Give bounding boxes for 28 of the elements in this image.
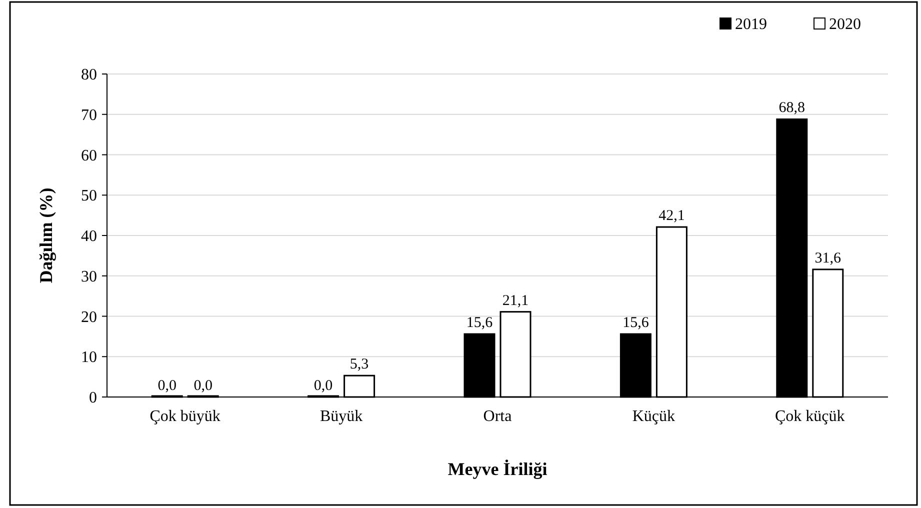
x-tick-label: Büyük [320, 408, 363, 425]
y-tick-label: 60 [81, 147, 97, 164]
y-tick-label: 30 [81, 268, 97, 286]
y-axis-title: Dağılım (%) [36, 188, 56, 284]
x-tick-label: Çok büyük [150, 408, 220, 425]
data-label: 31,6 [814, 250, 842, 266]
data-label: 42,1 [658, 208, 685, 224]
y-tick-label: 10 [81, 349, 97, 366]
x-tick-label: Orta [483, 408, 512, 425]
data-label: 21,1 [502, 292, 529, 309]
legend-label: 2020 [829, 16, 861, 33]
y-tick-label: 20 [81, 308, 97, 326]
data-label: 5,3 [350, 356, 369, 373]
data-label: 15,6 [466, 315, 494, 332]
legend-label: 2019 [735, 16, 767, 33]
x-axis-title: Meyve İriliği [448, 459, 548, 479]
y-tick-label: 0 [89, 390, 97, 407]
x-tick-label: Çok küçük [775, 408, 845, 425]
data-label: 0,0 [314, 378, 333, 394]
y-tick-label: 80 [81, 66, 97, 84]
y-tick-label: 70 [81, 106, 97, 124]
data-label: 0,0 [194, 378, 212, 394]
data-label: 15,6 [622, 315, 650, 332]
y-tick-label: 50 [81, 188, 97, 205]
data-label: 0,0 [158, 378, 176, 394]
data-label: 68,8 [778, 100, 806, 116]
x-tick-label: Küçük [632, 408, 676, 425]
y-tick-label: 40 [81, 228, 97, 246]
